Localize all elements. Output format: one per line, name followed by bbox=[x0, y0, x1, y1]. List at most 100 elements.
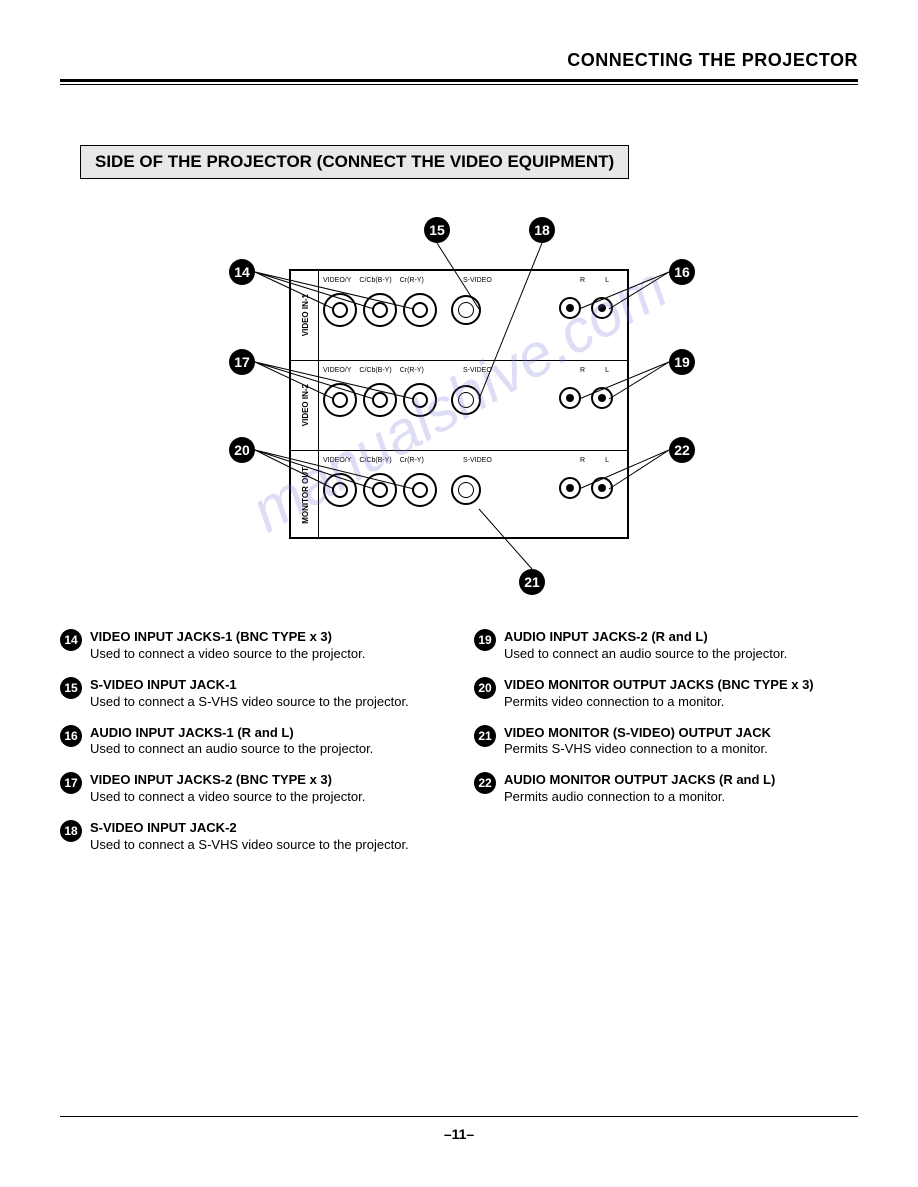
desc-title: VIDEO MONITOR (S-VIDEO) OUTPUT JACK bbox=[504, 725, 771, 742]
row-label: MONITOR OUT bbox=[293, 451, 319, 539]
connector-panel: VIDEO IN-1 VIDEO/Y C/Cb(B-Y) Cr(R-Y) S-V… bbox=[289, 269, 629, 539]
rca-jack bbox=[591, 477, 613, 499]
desc-text: AUDIO INPUT JACKS-2 (R and L)Used to con… bbox=[504, 629, 787, 663]
desc-item-19: 19 AUDIO INPUT JACKS-2 (R and L)Used to c… bbox=[474, 629, 858, 663]
bnc-jack bbox=[403, 473, 437, 507]
desc-title: AUDIO INPUT JACKS-2 (R and L) bbox=[504, 629, 787, 646]
callout-badge-20: 20 bbox=[229, 437, 255, 463]
audio-lr-labels: R L bbox=[580, 367, 609, 374]
callout-badge-21: 21 bbox=[519, 569, 545, 595]
audio-jacks bbox=[559, 387, 613, 409]
desc-badge: 21 bbox=[474, 725, 496, 747]
svideo-jack bbox=[451, 475, 481, 505]
desc-text: VIDEO INPUT JACKS-2 (BNC TYPE x 3)Used t… bbox=[90, 772, 365, 806]
svideo-label: S-VIDEO bbox=[463, 277, 492, 284]
svideo-label: S-VIDEO bbox=[463, 367, 492, 374]
desc-body: Used to connect a video source to the pr… bbox=[90, 789, 365, 806]
callout-badge-15: 15 bbox=[424, 217, 450, 243]
row-label: VIDEO IN-2 bbox=[293, 361, 319, 450]
desc-badge: 20 bbox=[474, 677, 496, 699]
desc-item-20: 20 VIDEO MONITOR OUTPUT JACKS (BNC TYPE x… bbox=[474, 677, 858, 711]
desc-text: VIDEO INPUT JACKS-1 (BNC TYPE x 3)Used t… bbox=[90, 629, 365, 663]
desc-item-21: 21 VIDEO MONITOR (S-VIDEO) OUTPUT JACKPer… bbox=[474, 725, 858, 759]
bnc-jack bbox=[323, 293, 357, 327]
desc-body: Used to connect an audio source to the p… bbox=[90, 741, 373, 758]
desc-item-18: 18 S-VIDEO INPUT JACK-2Used to connect a … bbox=[60, 820, 444, 854]
bnc-jack bbox=[323, 383, 357, 417]
svideo-jack bbox=[451, 295, 481, 325]
descriptions: 14VIDEO INPUT JACKS-1 (BNC TYPE x 3)Used… bbox=[60, 629, 858, 868]
desc-column-left: 14VIDEO INPUT JACKS-1 (BNC TYPE x 3)Used… bbox=[60, 629, 444, 868]
callout-badge-22: 22 bbox=[669, 437, 695, 463]
desc-text: VIDEO MONITOR (S-VIDEO) OUTPUT JACKPermi… bbox=[504, 725, 771, 759]
desc-column-right: 19 AUDIO INPUT JACKS-2 (R and L)Used to c… bbox=[474, 629, 858, 868]
desc-item-17: 17 VIDEO INPUT JACKS-2 (BNC TYPE x 3)Used… bbox=[60, 772, 444, 806]
desc-title: VIDEO MONITOR OUTPUT JACKS (BNC TYPE x 3… bbox=[504, 677, 814, 694]
desc-text: S-VIDEO INPUT JACK-1Used to connect a S-… bbox=[90, 677, 409, 711]
page-number: –11– bbox=[444, 1126, 474, 1142]
desc-title: S-VIDEO INPUT JACK-2 bbox=[90, 820, 409, 837]
desc-badge: 18 bbox=[60, 820, 82, 842]
rca-jack bbox=[559, 297, 581, 319]
bnc-jacks bbox=[323, 383, 481, 417]
desc-title: S-VIDEO INPUT JACK-1 bbox=[90, 677, 409, 694]
audio-jacks bbox=[559, 297, 613, 319]
bnc-labels: VIDEO/Y C/Cb(B-Y) Cr(R-Y) bbox=[323, 367, 424, 374]
desc-badge: 16 bbox=[60, 725, 82, 747]
audio-lr-labels: R L bbox=[580, 457, 609, 464]
desc-item-16: 16 AUDIO INPUT JACKS-1 (R and L)Used to c… bbox=[60, 725, 444, 759]
header-rule bbox=[60, 79, 858, 85]
footer-rule bbox=[60, 1116, 858, 1117]
svideo-jack bbox=[451, 385, 481, 415]
desc-body: Permits video connection to a monitor. bbox=[504, 694, 814, 711]
section-heading: SIDE OF THE PROJECTOR (CONNECT THE VIDEO… bbox=[80, 145, 629, 179]
callout-badge-14: 14 bbox=[229, 259, 255, 285]
desc-badge: 14 bbox=[60, 629, 82, 651]
desc-body: Used to connect a S-VHS video source to … bbox=[90, 694, 409, 711]
callout-badge-16: 16 bbox=[669, 259, 695, 285]
desc-badge: 19 bbox=[474, 629, 496, 651]
desc-badge: 22 bbox=[474, 772, 496, 794]
bnc-jack bbox=[323, 473, 357, 507]
bnc-labels: VIDEO/Y C/Cb(B-Y) Cr(R-Y) bbox=[323, 457, 424, 464]
bnc-jack bbox=[403, 383, 437, 417]
callout-badge-17: 17 bbox=[229, 349, 255, 375]
bnc-labels: VIDEO/Y C/Cb(B-Y) Cr(R-Y) bbox=[323, 277, 424, 284]
desc-title: VIDEO INPUT JACKS-2 (BNC TYPE x 3) bbox=[90, 772, 365, 789]
desc-body: Permits audio connection to a monitor. bbox=[504, 789, 775, 806]
desc-title: AUDIO MONITOR OUTPUT JACKS (R and L) bbox=[504, 772, 775, 789]
desc-badge: 17 bbox=[60, 772, 82, 794]
desc-item-22: 22 AUDIO MONITOR OUTPUT JACKS (R and L)Pe… bbox=[474, 772, 858, 806]
rca-jack bbox=[591, 387, 613, 409]
audio-lr-labels: R L bbox=[580, 277, 609, 284]
panel-row-video-in-2: VIDEO IN-2 VIDEO/Y C/Cb(B-Y) Cr(R-Y) S-V… bbox=[291, 361, 627, 451]
svideo-label: S-VIDEO bbox=[463, 457, 492, 464]
bnc-jack bbox=[363, 473, 397, 507]
bnc-jacks bbox=[323, 293, 481, 327]
rca-jack bbox=[591, 297, 613, 319]
desc-item-15: 15S-VIDEO INPUT JACK-1Used to connect a … bbox=[60, 677, 444, 711]
audio-jacks bbox=[559, 477, 613, 499]
callout-badge-19: 19 bbox=[669, 349, 695, 375]
callout-badge-18: 18 bbox=[529, 217, 555, 243]
bnc-jack bbox=[403, 293, 437, 327]
panel-row-video-in-1: VIDEO IN-1 VIDEO/Y C/Cb(B-Y) Cr(R-Y) S-V… bbox=[291, 271, 627, 361]
desc-body: Permits S-VHS video connection to a moni… bbox=[504, 741, 771, 758]
rca-jack bbox=[559, 477, 581, 499]
desc-text: AUDIO INPUT JACKS-1 (R and L)Used to con… bbox=[90, 725, 373, 759]
desc-body: Used to connect an audio source to the p… bbox=[504, 646, 787, 663]
header-title: CONNECTING THE PROJECTOR bbox=[567, 50, 858, 70]
row-label: VIDEO IN-1 bbox=[293, 271, 319, 360]
header: CONNECTING THE PROJECTOR bbox=[60, 50, 858, 71]
bnc-jacks bbox=[323, 473, 481, 507]
desc-body: Used to connect a video source to the pr… bbox=[90, 646, 365, 663]
desc-title: VIDEO INPUT JACKS-1 (BNC TYPE x 3) bbox=[90, 629, 365, 646]
panel-row-monitor-out: MONITOR OUT VIDEO/Y C/Cb(B-Y) Cr(R-Y) S-… bbox=[291, 451, 627, 539]
desc-body: Used to connect a S-VHS video source to … bbox=[90, 837, 409, 854]
desc-text: S-VIDEO INPUT JACK-2Used to connect a S-… bbox=[90, 820, 409, 854]
desc-item-14: 14 VIDEO INPUT JACKS-1 (BNC TYPE x 3)Used… bbox=[60, 629, 444, 663]
rca-jack bbox=[559, 387, 581, 409]
desc-title: AUDIO INPUT JACKS-1 (R and L) bbox=[90, 725, 373, 742]
desc-text: AUDIO MONITOR OUTPUT JACKS (R and L)Perm… bbox=[504, 772, 775, 806]
desc-text: VIDEO MONITOR OUTPUT JACKS (BNC TYPE x 3… bbox=[504, 677, 814, 711]
